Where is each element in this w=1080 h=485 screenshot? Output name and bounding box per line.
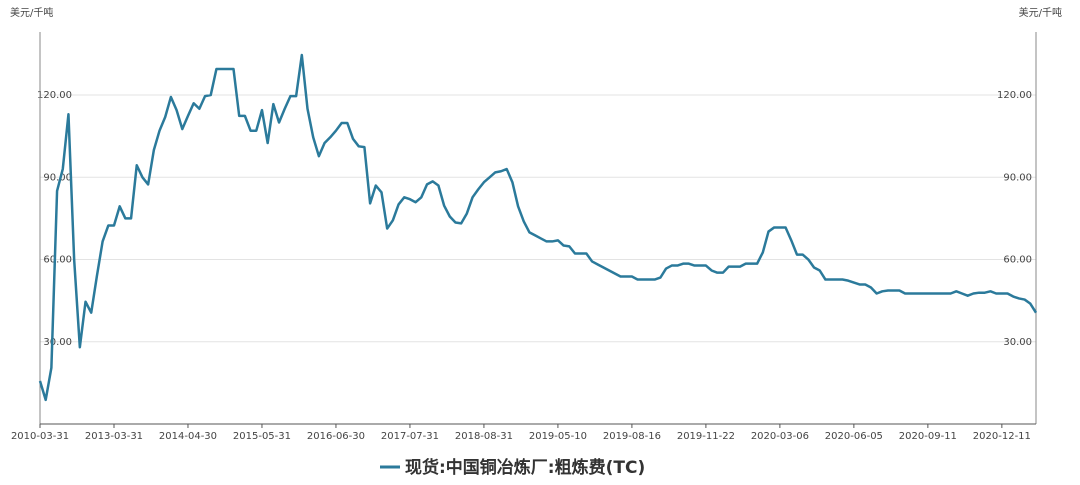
x-tick-label: 2013-03-31 <box>85 431 143 442</box>
y2-tick-label: 60.00 <box>1003 255 1032 266</box>
x-tick-label: 2010-03-31 <box>11 431 69 442</box>
x-tick-label: 2019-05-10 <box>529 431 587 442</box>
x-tick-label: 2017-07-31 <box>381 431 439 442</box>
x-tick-label: 2020-06-05 <box>825 431 883 442</box>
x-tick-label: 2019-11-22 <box>677 431 735 442</box>
y2-tick-label: 30.00 <box>1003 337 1032 348</box>
y2-tick-label: 90.00 <box>1003 172 1032 183</box>
legend-label: 现货:中国铜冶炼厂:粗炼费(TC) <box>405 457 645 478</box>
x-tick-label: 2020-03-06 <box>751 431 809 442</box>
y-tick-label: 120.00 <box>37 90 72 101</box>
x-tick-label: 2016-06-30 <box>307 431 365 442</box>
y-tick-label: 60.00 <box>43 255 72 266</box>
x-tick-label: 2020-09-11 <box>899 431 957 442</box>
x-tick-label: 2018-08-31 <box>455 431 513 442</box>
data-line <box>38 53 1038 402</box>
x-tick-label: 2015-05-31 <box>233 431 291 442</box>
x-tick-label: 2014-04-30 <box>159 431 217 442</box>
y-axis-label: 美元/千吨 <box>10 6 53 19</box>
x-tick-label: 2020-12-11 <box>973 431 1031 442</box>
y-tick-label: 30.00 <box>43 337 72 348</box>
x-tick-label: 2019-08-16 <box>603 431 661 442</box>
y2-axis-label: 美元/千吨 <box>1019 6 1062 19</box>
y-tick-label: 90.00 <box>43 172 72 183</box>
y2-tick-label: 120.00 <box>997 90 1032 101</box>
